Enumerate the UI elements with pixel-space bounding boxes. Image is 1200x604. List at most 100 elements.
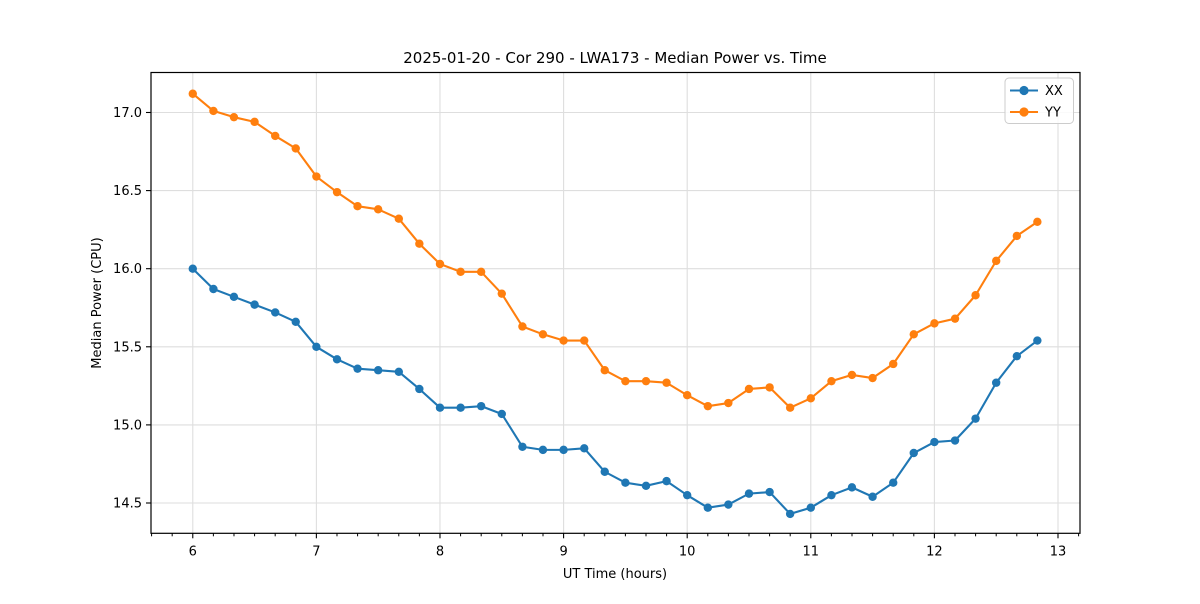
x-tick-label: 10 <box>679 544 696 559</box>
data-point-yy <box>373 205 383 214</box>
chart-title: 2025-01-20 - Cor 290 - LWA173 - Median P… <box>403 49 827 67</box>
data-point-yy <box>394 214 404 223</box>
y-axis-label: Median Power (CPU) <box>90 237 105 368</box>
data-point-yy <box>250 117 259 127</box>
data-point-yy <box>847 370 857 380</box>
legend: XX YY <box>1004 77 1074 124</box>
data-point-yy <box>971 291 980 300</box>
x-tick-label: 6 <box>189 544 197 559</box>
data-point-yy <box>332 187 342 197</box>
data-point-xx <box>641 481 651 491</box>
data-point-xx <box>703 503 713 512</box>
data-point-yy <box>868 373 877 383</box>
data-point-xx <box>971 414 980 423</box>
data-point-yy <box>827 376 836 386</box>
tick-layer: 6 7 8 9 10 11 12 13 14.5 15.0 15.5 16.0 16.5 17.0 <box>113 106 1080 559</box>
data-point-xx <box>847 483 857 492</box>
data-point-xx <box>394 367 404 376</box>
data-point-yy <box>580 336 589 345</box>
data-point-yy <box>229 112 239 122</box>
data-point-xx <box>518 442 527 451</box>
data-point-xx <box>209 284 218 294</box>
data-point-yy <box>662 378 671 387</box>
plot-border <box>150 71 1081 534</box>
data-point-xx <box>580 444 589 453</box>
legend-sample-marker <box>1019 85 1029 96</box>
data-point-xx <box>785 509 795 519</box>
y-tick-label: 15.5 <box>113 340 142 355</box>
data-point-yy <box>785 403 795 412</box>
data-point-yy <box>930 319 939 328</box>
data-point-xx <box>456 403 465 412</box>
grid-layer <box>151 72 1080 534</box>
x-tick-label: 7 <box>312 544 320 559</box>
data-point-xx <box>312 342 321 351</box>
legend-sample-marker <box>1019 107 1029 117</box>
data-point-yy <box>682 391 692 400</box>
series-layer <box>188 89 1042 519</box>
data-point-yy <box>291 144 300 153</box>
y-tick-label: 14.5 <box>113 496 142 511</box>
data-point-yy <box>991 256 1001 266</box>
series-line-xx <box>192 267 1038 515</box>
data-point-yy <box>1033 217 1042 227</box>
data-point-yy <box>312 172 321 181</box>
data-point-xx <box>827 490 836 500</box>
data-point-yy <box>950 314 960 323</box>
data-point-yy <box>641 376 651 386</box>
data-point-yy <box>415 239 424 248</box>
data-point-yy <box>703 401 713 411</box>
data-point-yy <box>744 384 754 394</box>
data-point-yy <box>1012 231 1022 241</box>
data-point-yy <box>806 394 815 403</box>
data-point-xx <box>229 292 239 302</box>
data-point-xx <box>662 476 671 486</box>
data-point-xx <box>373 366 383 375</box>
data-point-xx <box>435 403 445 412</box>
data-point-yy <box>353 202 362 211</box>
y-tick-label: 16.5 <box>113 184 142 199</box>
data-point-xx <box>744 489 754 498</box>
data-point-yy <box>909 330 918 339</box>
data-point-xx <box>538 445 548 455</box>
data-point-yy <box>518 322 527 331</box>
legend-label-xx: XX <box>1045 84 1063 99</box>
x-axis-label: UT Time (hours) <box>563 567 667 582</box>
data-point-yy <box>476 267 486 277</box>
data-point-xx <box>765 487 774 497</box>
x-tick-label: 8 <box>436 544 444 559</box>
data-point-xx <box>806 503 815 512</box>
y-tick-label: 15.0 <box>113 418 142 433</box>
data-point-xx <box>868 492 877 501</box>
data-point-yy <box>209 106 218 116</box>
data-point-xx <box>682 490 692 500</box>
data-point-xx <box>909 448 918 458</box>
data-point-xx <box>1033 336 1042 345</box>
legend-label-yy: YY <box>1044 106 1061 121</box>
data-point-xx <box>950 436 960 445</box>
y-tick-label: 16.0 <box>113 262 142 277</box>
data-point-yy <box>538 330 548 339</box>
data-point-yy <box>889 359 898 369</box>
data-point-yy <box>497 289 506 298</box>
data-point-xx <box>559 445 568 455</box>
data-point-xx <box>1012 351 1022 361</box>
legend-box <box>1004 77 1074 124</box>
x-tick-label: 9 <box>559 544 567 559</box>
data-point-yy <box>435 259 445 269</box>
data-point-xx <box>476 401 486 411</box>
data-point-yy <box>271 131 280 141</box>
data-point-yy <box>600 366 609 375</box>
x-tick-label: 11 <box>803 544 820 559</box>
data-point-yy <box>765 383 774 392</box>
data-point-yy <box>621 376 630 386</box>
data-point-xx <box>332 355 342 364</box>
data-point-xx <box>497 409 506 419</box>
data-point-yy <box>456 267 465 277</box>
data-point-xx <box>600 467 609 476</box>
data-point-xx <box>724 500 733 509</box>
data-point-xx <box>250 300 259 309</box>
data-point-xx <box>353 364 362 373</box>
